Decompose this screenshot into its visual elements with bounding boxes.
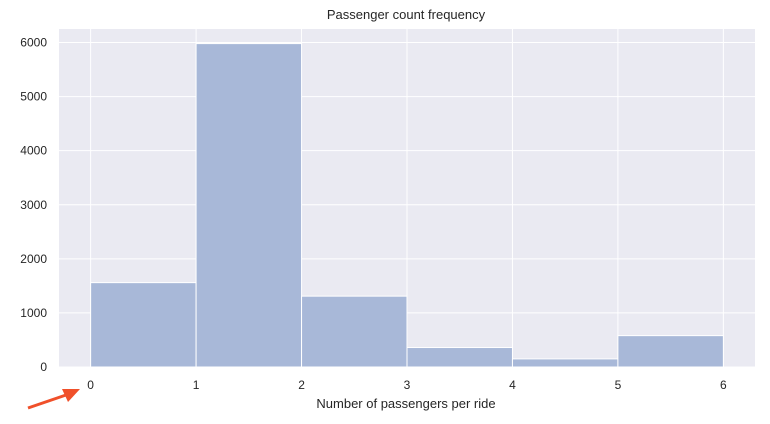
x-tick-label: 4 <box>509 378 516 392</box>
histogram-bar <box>301 295 408 368</box>
histogram-bar <box>90 282 197 368</box>
histogram-bar <box>195 43 303 368</box>
x-tick-label: 6 <box>720 378 727 392</box>
y-tick-label: 2000 <box>20 252 47 266</box>
x-tick-labels: 0 1 2 3 4 5 6 <box>87 378 727 392</box>
bars <box>90 43 724 368</box>
x-tick-label: 5 <box>615 378 622 392</box>
arrow-head <box>62 389 80 402</box>
histogram-bar <box>406 347 513 368</box>
histogram-bar <box>617 335 724 368</box>
y-tick-label: 1000 <box>20 306 47 320</box>
y-tick-label: 4000 <box>20 144 47 158</box>
x-tick-label: 0 <box>87 378 94 392</box>
x-tick-label: 3 <box>404 378 411 392</box>
y-tick-label: 6000 <box>20 36 47 50</box>
x-tick-label: 2 <box>298 378 305 392</box>
chart-title: Passenger count frequency <box>327 7 486 22</box>
histogram-bar <box>511 358 619 368</box>
y-tick-labels: 0 1000 2000 3000 4000 5000 6000 <box>20 36 47 374</box>
arrow-annotation <box>27 389 80 410</box>
y-tick-label: 5000 <box>20 90 47 104</box>
x-tick-label: 1 <box>193 378 200 392</box>
y-tick-label: 3000 <box>20 198 47 212</box>
x-axis-label: Number of passengers per ride <box>316 396 495 411</box>
arrow-shaft <box>27 393 67 410</box>
y-tick-label: 0 <box>40 360 47 374</box>
